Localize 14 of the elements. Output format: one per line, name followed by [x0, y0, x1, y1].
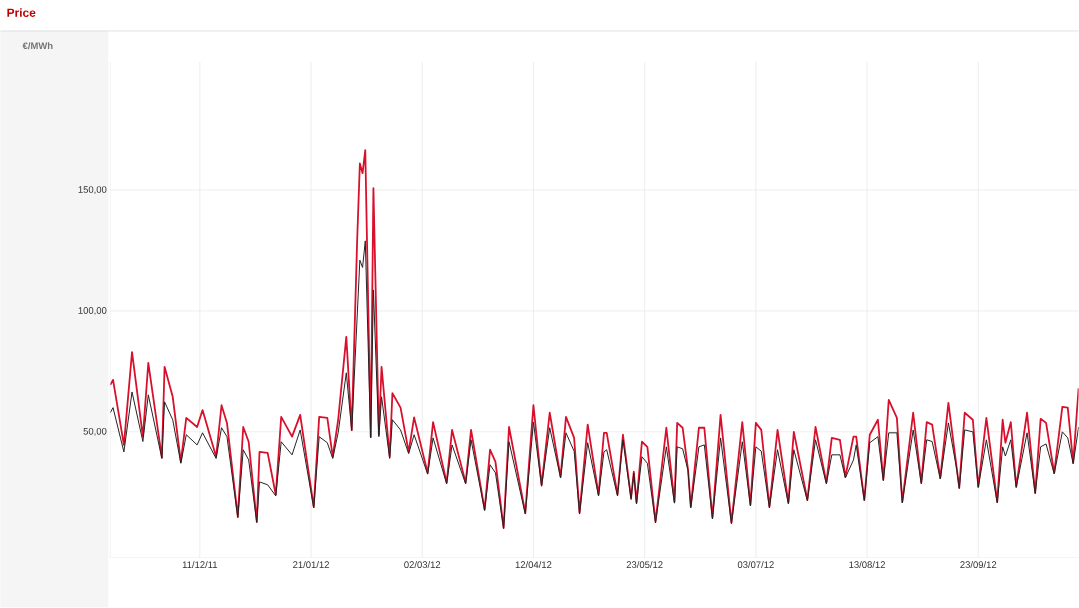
x-tick-label: 11/12/11	[182, 561, 218, 569]
x-tick-label: 02/03/12	[404, 561, 441, 569]
x-tick-label: 13/08/12	[849, 561, 885, 569]
line-series	[110, 149, 1079, 529]
chart-title: Price	[7, 8, 36, 18]
x-tick-label: 03/07/12	[737, 561, 774, 569]
y-axis-title: €/MWh	[22, 42, 53, 50]
x-tick-label: 21/01/12	[293, 561, 329, 569]
y-tick-label: 50,00	[83, 428, 107, 436]
x-tick-label: 23/05/12	[626, 561, 663, 569]
x-tick-label: 12/04/12	[515, 561, 552, 569]
x-tick-label: 23/09/12	[960, 561, 997, 569]
y-tick-label: 150,00	[78, 186, 107, 195]
y-tick-label: 100,00	[78, 307, 107, 316]
